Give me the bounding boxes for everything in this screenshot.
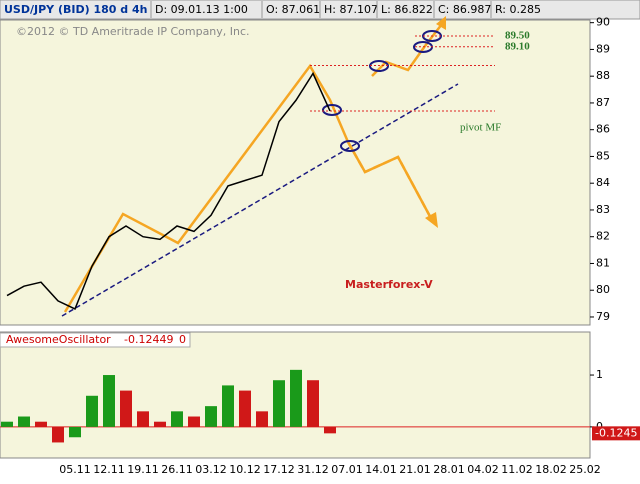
marker — [322, 104, 342, 116]
price-panel — [0, 19, 591, 326]
watermark: Masterforex-V — [345, 278, 433, 291]
osc-bar — [69, 426, 81, 438]
x-tick-label: 12.11 — [93, 463, 125, 476]
osc-bar — [171, 411, 183, 427]
copyright: ©2012 © TD Ameritrade IP Company, Inc. — [16, 25, 250, 38]
osc-bar — [35, 421, 47, 427]
osc-bar — [18, 416, 30, 427]
osc-bar — [222, 385, 234, 427]
y-tick-label: 88 — [596, 69, 610, 82]
current-label: -0.1245 — [595, 426, 637, 439]
y-tick-label: 84 — [596, 176, 610, 189]
y-tick-label: 82 — [596, 230, 610, 243]
osc-bar — [307, 380, 319, 427]
price-line — [6, 71, 331, 310]
arrow-head-up — [436, 16, 446, 30]
x-tick-label: 19.11 — [127, 463, 159, 476]
header-field: R: 0.285 — [495, 3, 541, 16]
osc-bar — [154, 421, 166, 427]
osc-name: AwesomeOscillator — [6, 333, 111, 346]
x-tick-label: 07.01 — [331, 463, 363, 476]
x-tick-label: 14.01 — [365, 463, 397, 476]
osc-bar — [86, 395, 98, 427]
osc-bar — [1, 421, 13, 427]
y-tick-label: 81 — [596, 256, 610, 269]
osc-bar — [188, 416, 200, 427]
osc-bar — [205, 406, 217, 427]
y-tick-label: 87 — [596, 96, 610, 109]
osc-bar — [273, 380, 285, 427]
forecast-up — [371, 23, 443, 77]
y-tick-label: 89 — [596, 42, 610, 55]
y-tick-label: 85 — [596, 149, 610, 162]
osc-bar — [324, 426, 336, 434]
header-field: L: 86.822 — [381, 3, 433, 16]
osc-bar — [137, 411, 149, 427]
osc-value: -0.12449 — [124, 333, 173, 346]
osc-tick-label: 1 — [596, 368, 603, 381]
forecast-dashed — [346, 141, 435, 223]
x-tick-label: 28.01 — [433, 463, 465, 476]
header-field: D: 09.01.13 1:00 — [155, 3, 248, 16]
marker — [369, 60, 389, 72]
pivot-label: pivot MF — [460, 122, 501, 134]
osc-bar — [103, 375, 115, 427]
y-tick-label: 86 — [596, 123, 610, 136]
header-field: O: 87.061 — [266, 3, 320, 16]
osc-bar — [120, 390, 132, 427]
y-tick-label: 83 — [596, 203, 610, 216]
osc-param: 0 — [179, 333, 186, 346]
x-tick-label: 21.01 — [399, 463, 431, 476]
level-label: 89.50 — [505, 30, 530, 42]
osc-bar — [256, 411, 268, 427]
osc-bar — [239, 390, 251, 427]
x-tick-label: 25.02 — [569, 463, 601, 476]
header-field: H: 87.107 — [324, 3, 378, 16]
y-tick-label: 90 — [596, 16, 610, 29]
symbol: USD/JPY (BID) 180 d 4h — [4, 3, 147, 16]
marker — [340, 140, 360, 152]
trend-line — [61, 83, 459, 317]
y-tick-label: 80 — [596, 283, 610, 296]
x-tick-label: 17.12 — [263, 463, 295, 476]
x-tick-label: 03.12 — [195, 463, 227, 476]
x-tick-label: 11.02 — [501, 463, 533, 476]
x-tick-label: 31.12 — [297, 463, 329, 476]
current-box — [592, 426, 640, 441]
osc-bar — [52, 426, 64, 443]
x-tick-label: 18.02 — [535, 463, 567, 476]
header-field: C: 86.987 — [438, 3, 491, 16]
y-tick-label: 79 — [596, 310, 610, 323]
x-tick-label: 05.11 — [59, 463, 91, 476]
x-tick-label: 10.12 — [229, 463, 261, 476]
x-tick-label: 04.02 — [467, 463, 499, 476]
arrow-head — [425, 212, 438, 228]
osc-header — [0, 332, 191, 348]
x-tick-label: 26.11 — [161, 463, 193, 476]
level-label: 89.10 — [505, 40, 530, 52]
osc-bar — [290, 369, 302, 427]
